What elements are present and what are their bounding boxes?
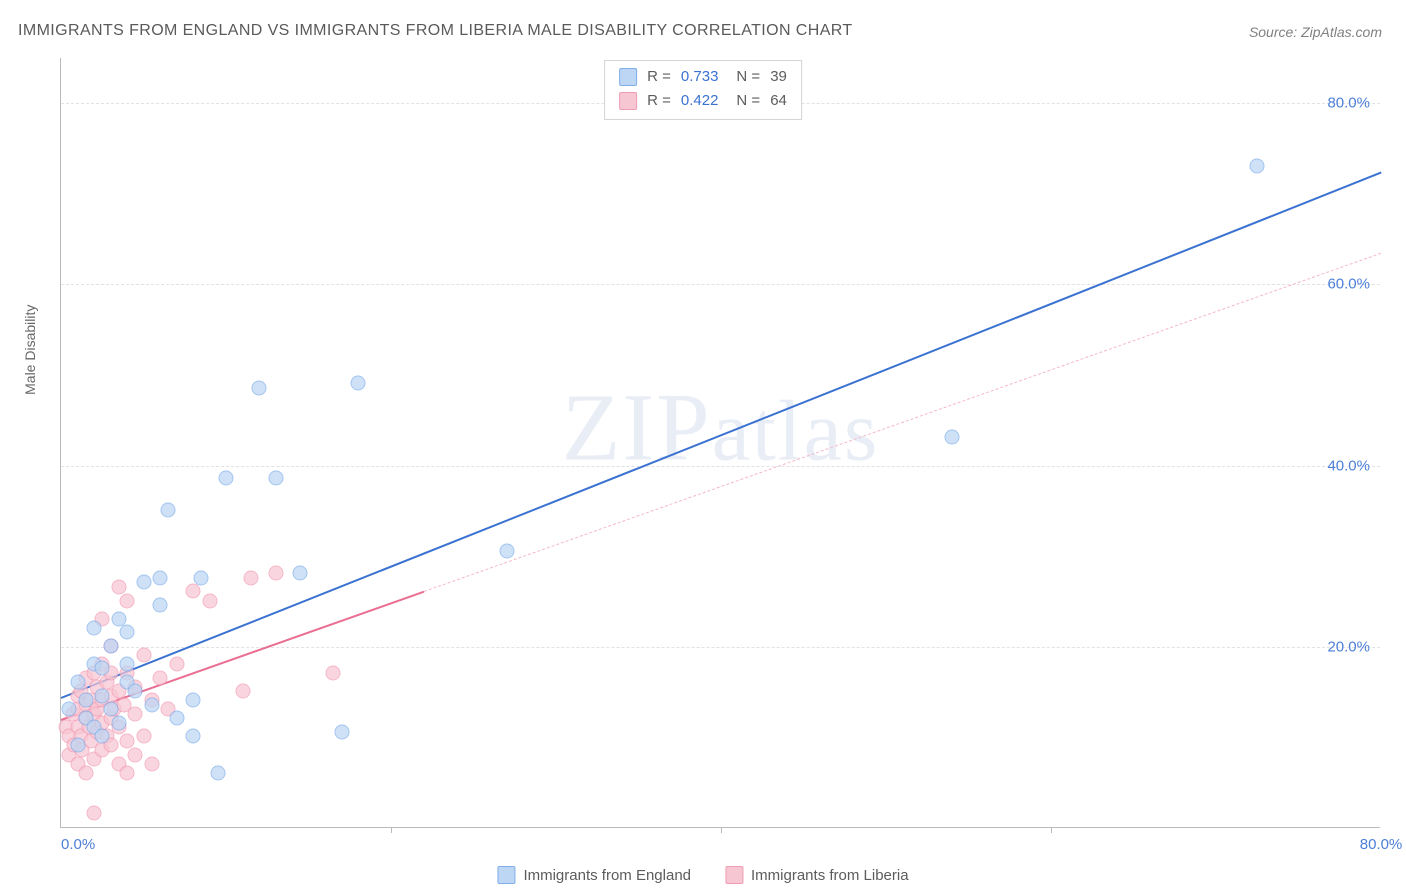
data-point [235, 684, 250, 699]
data-point [120, 625, 135, 640]
data-point [111, 715, 126, 730]
data-point [268, 471, 283, 486]
data-point [103, 702, 118, 717]
chart-title: IMMIGRANTS FROM ENGLAND VS IMMIGRANTS FR… [18, 22, 853, 40]
plot-area: ZIPatlas 20.0%40.0%60.0%80.0%0.0%80.0% [60, 58, 1380, 828]
gridline [61, 466, 1380, 467]
data-point [136, 647, 151, 662]
swatch-series1 [497, 866, 515, 884]
data-point [186, 693, 201, 708]
gridline [61, 284, 1380, 285]
data-point [252, 380, 267, 395]
data-point [1250, 158, 1265, 173]
data-point [144, 756, 159, 771]
swatch-series1 [619, 68, 637, 86]
data-point [136, 729, 151, 744]
data-point [70, 675, 85, 690]
data-point [62, 702, 77, 717]
data-point [194, 570, 209, 585]
n-label: N = [736, 65, 760, 89]
data-point [334, 724, 349, 739]
gridline [61, 647, 1380, 648]
x-tick-label: 0.0% [61, 836, 95, 853]
data-point [78, 765, 93, 780]
data-point [161, 502, 176, 517]
data-point [351, 376, 366, 391]
legend-label-series1: Immigrants from England [523, 867, 691, 884]
data-point [219, 471, 234, 486]
data-point [153, 570, 168, 585]
r-value-series2: 0.422 [681, 89, 719, 113]
trend-line [424, 253, 1381, 592]
legend-row-series2: R = 0.422 N = 64 [619, 89, 787, 113]
data-point [186, 729, 201, 744]
data-point [128, 747, 143, 762]
data-point [120, 593, 135, 608]
data-point [144, 697, 159, 712]
data-point [210, 765, 225, 780]
data-point [87, 806, 102, 821]
data-point [186, 584, 201, 599]
swatch-series2 [725, 866, 743, 884]
r-label: R = [647, 89, 671, 113]
data-point [120, 656, 135, 671]
data-point [95, 661, 110, 676]
data-point [153, 598, 168, 613]
data-point [70, 738, 85, 753]
y-tick-label: 20.0% [1327, 638, 1370, 655]
data-point [78, 693, 93, 708]
data-point [136, 575, 151, 590]
data-point [326, 666, 341, 681]
n-label: N = [736, 89, 760, 113]
data-point [153, 670, 168, 685]
x-tick-mark [1051, 827, 1052, 833]
data-point [95, 688, 110, 703]
x-tick-mark [391, 827, 392, 833]
legend-item-series2: Immigrants from Liberia [725, 866, 909, 884]
data-point [111, 611, 126, 626]
data-point [120, 733, 135, 748]
data-point [103, 638, 118, 653]
data-point [95, 729, 110, 744]
y-tick-label: 60.0% [1327, 276, 1370, 293]
data-point [268, 566, 283, 581]
legend-series-box: Immigrants from England Immigrants from … [497, 866, 908, 884]
chart-container: IMMIGRANTS FROM ENGLAND VS IMMIGRANTS FR… [0, 0, 1406, 892]
data-point [945, 430, 960, 445]
x-tick-label: 80.0% [1360, 836, 1403, 853]
x-tick-mark [721, 827, 722, 833]
trend-line [61, 171, 1382, 698]
swatch-series2 [619, 92, 637, 110]
legend-label-series2: Immigrants from Liberia [751, 867, 909, 884]
data-point [87, 620, 102, 635]
y-tick-label: 40.0% [1327, 457, 1370, 474]
data-point [169, 656, 184, 671]
data-point [120, 765, 135, 780]
data-point [243, 570, 258, 585]
legend-item-series1: Immigrants from England [497, 866, 691, 884]
data-point [111, 579, 126, 594]
source-label: Source: ZipAtlas.com [1249, 24, 1382, 40]
y-axis-label: Male Disability [22, 305, 38, 395]
n-value-series2: 64 [770, 89, 787, 113]
data-point [293, 566, 308, 581]
data-point [499, 543, 514, 558]
data-point [128, 684, 143, 699]
n-value-series1: 39 [770, 65, 787, 89]
data-point [202, 593, 217, 608]
y-tick-label: 80.0% [1327, 95, 1370, 112]
data-point [169, 711, 184, 726]
data-point [128, 706, 143, 721]
legend-row-series1: R = 0.733 N = 39 [619, 65, 787, 89]
r-value-series1: 0.733 [681, 65, 719, 89]
legend-correlation-box: R = 0.733 N = 39 R = 0.422 N = 64 [604, 60, 802, 120]
r-label: R = [647, 65, 671, 89]
